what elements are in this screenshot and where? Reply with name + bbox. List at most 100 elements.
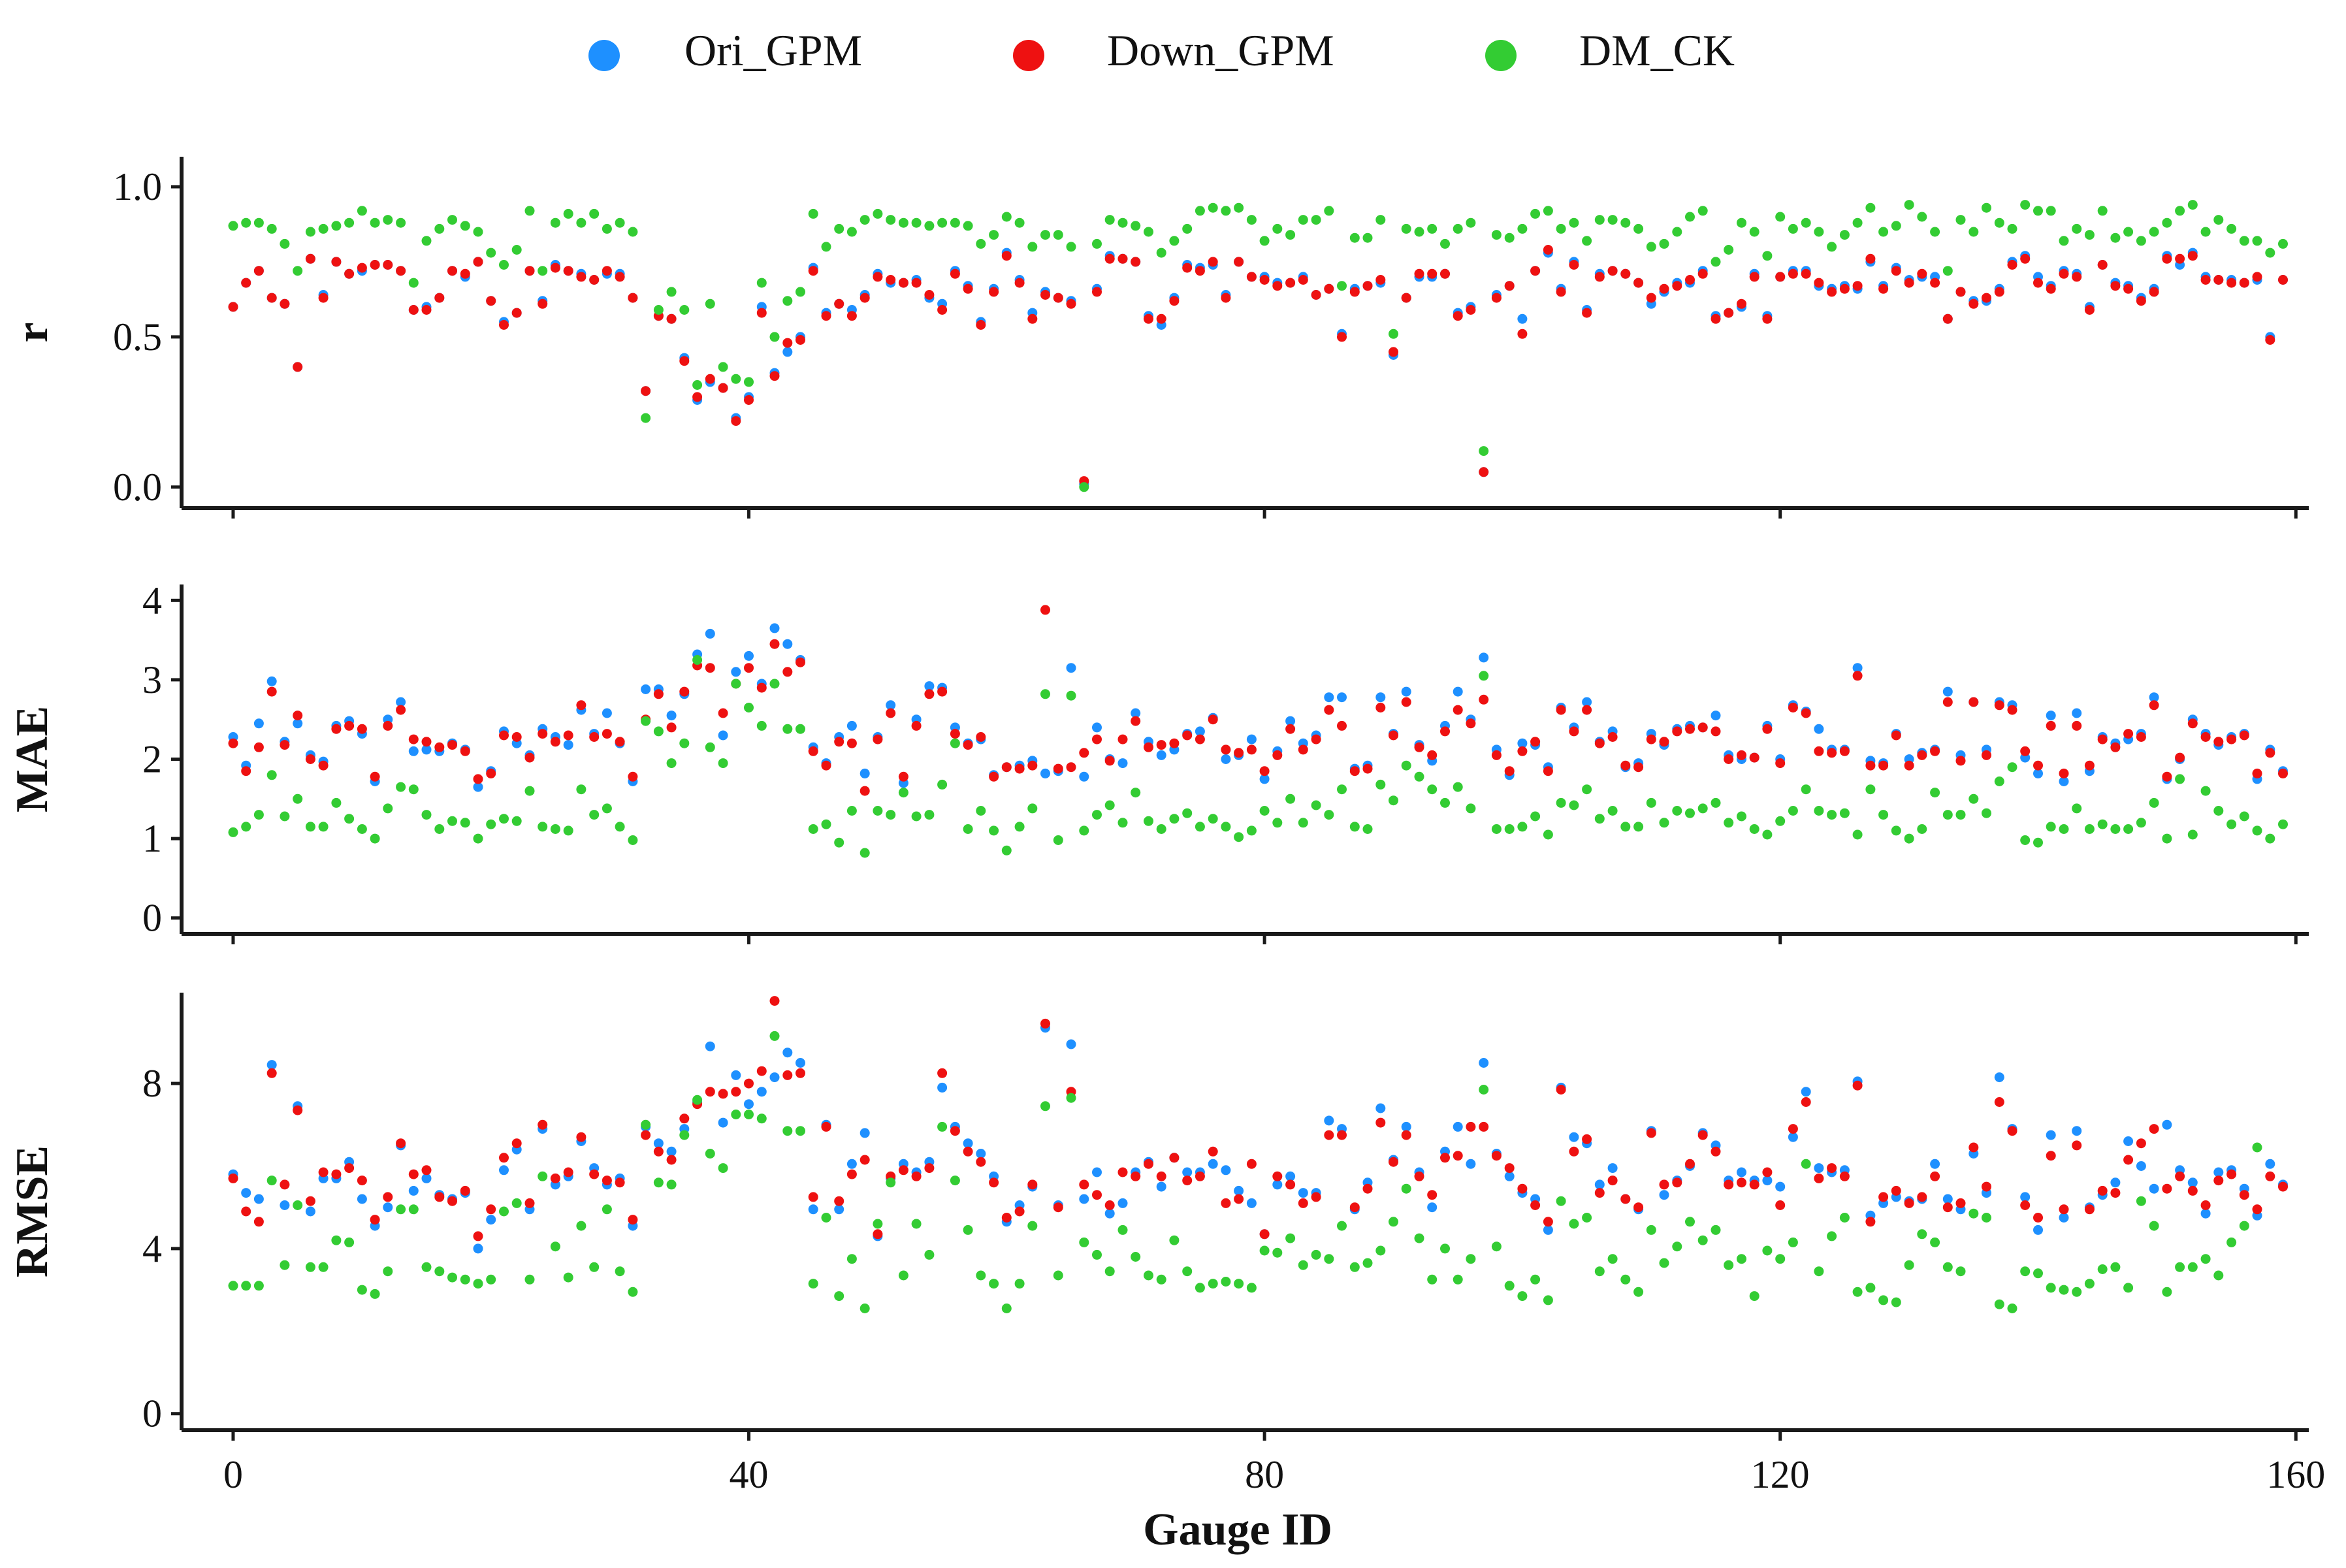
data-point <box>718 383 728 393</box>
data-point <box>563 1167 573 1177</box>
data-point <box>1453 1151 1463 1161</box>
data-point <box>2084 230 2095 240</box>
data-point <box>1169 738 1180 748</box>
data-point <box>576 272 586 282</box>
data-point <box>1659 1190 1669 1200</box>
data-point <box>1079 748 1089 758</box>
data-point <box>1117 253 1128 264</box>
data-point <box>1311 734 1321 744</box>
data-point <box>1775 816 1786 826</box>
data-point <box>1839 1171 1850 1181</box>
data-point <box>228 1173 238 1183</box>
data-point <box>898 1165 908 1176</box>
data-point <box>1827 810 1837 820</box>
data-point <box>524 1274 535 1285</box>
data-point <box>1968 793 1979 804</box>
data-point <box>666 1146 677 1157</box>
data-point <box>421 305 432 315</box>
data-point <box>2059 236 2069 246</box>
data-point <box>666 1155 677 1165</box>
data-point <box>924 290 935 300</box>
data-point <box>1479 1085 1489 1095</box>
data-point <box>1530 208 1541 219</box>
data-point <box>769 332 780 342</box>
data-point <box>2007 223 2017 234</box>
mae-y-tick-label: 0 <box>142 897 162 940</box>
data-point <box>1427 1202 1438 1213</box>
data-point <box>1079 1179 1089 1190</box>
data-point <box>2084 760 2095 771</box>
data-point <box>1543 829 1553 840</box>
data-point <box>2136 296 2146 306</box>
data-point <box>1594 215 1605 225</box>
data-point <box>1479 1121 1489 1132</box>
data-point <box>718 730 728 741</box>
data-point <box>1994 776 2004 786</box>
data-point <box>1221 1198 1231 1208</box>
data-point <box>1491 824 1502 834</box>
data-point <box>241 278 251 288</box>
data-point <box>2175 752 2185 763</box>
data-point <box>1801 1097 1811 1107</box>
data-point <box>1169 1153 1180 1163</box>
data-point <box>1491 750 1502 760</box>
data-point <box>589 208 600 219</box>
data-point <box>963 740 973 750</box>
data-point <box>1917 750 1927 760</box>
data-point <box>1646 797 1656 808</box>
data-point <box>1556 287 1566 297</box>
data-point <box>318 1167 329 1177</box>
data-point <box>1646 242 1656 252</box>
data-point <box>1234 748 1244 758</box>
data-point <box>615 217 625 228</box>
data-point <box>834 1196 844 1206</box>
data-point <box>1414 1171 1424 1181</box>
data-point <box>1092 1167 1102 1177</box>
data-point <box>1788 806 1798 816</box>
data-point <box>1246 215 1257 225</box>
data-point <box>1401 1183 1411 1194</box>
data-point <box>731 416 741 426</box>
data-point <box>434 1192 445 1202</box>
data-point <box>2265 1171 2275 1181</box>
data-point <box>499 260 509 270</box>
data-point <box>1117 818 1128 828</box>
data-point <box>408 1169 419 1179</box>
data-point <box>511 308 522 318</box>
data-point <box>2175 1171 2185 1181</box>
data-point <box>1839 283 1850 294</box>
data-point <box>1594 738 1605 748</box>
r-y-tick-label: 0.0 <box>113 466 162 509</box>
data-point <box>1904 833 1914 844</box>
data-point <box>589 275 600 285</box>
data-point <box>473 774 483 784</box>
data-point <box>357 263 367 273</box>
data-point <box>1234 1194 1244 1204</box>
data-point <box>1491 1151 1502 1161</box>
data-point <box>1801 268 1811 279</box>
data-point <box>1027 242 1038 252</box>
data-point <box>357 1194 367 1204</box>
data-point <box>989 230 999 240</box>
data-point <box>666 1179 677 1190</box>
data-point <box>731 1070 741 1080</box>
data-point <box>950 1176 960 1186</box>
data-point <box>615 822 625 832</box>
data-point <box>1607 266 1618 276</box>
data-point <box>563 208 573 219</box>
data-point <box>2149 797 2159 808</box>
data-point <box>1594 1188 1605 1198</box>
data-point <box>1878 1192 1889 1202</box>
data-point <box>1349 822 1360 832</box>
data-point <box>2226 223 2237 234</box>
data-point <box>1620 1194 1631 1204</box>
data-point <box>344 1237 355 1247</box>
data-point <box>1942 1262 1953 1272</box>
data-point <box>1414 268 1424 279</box>
data-point <box>2239 278 2249 288</box>
data-point <box>1672 281 1682 291</box>
data-point <box>1092 734 1102 744</box>
data-point <box>2200 1200 2211 1210</box>
data-point <box>718 708 728 718</box>
